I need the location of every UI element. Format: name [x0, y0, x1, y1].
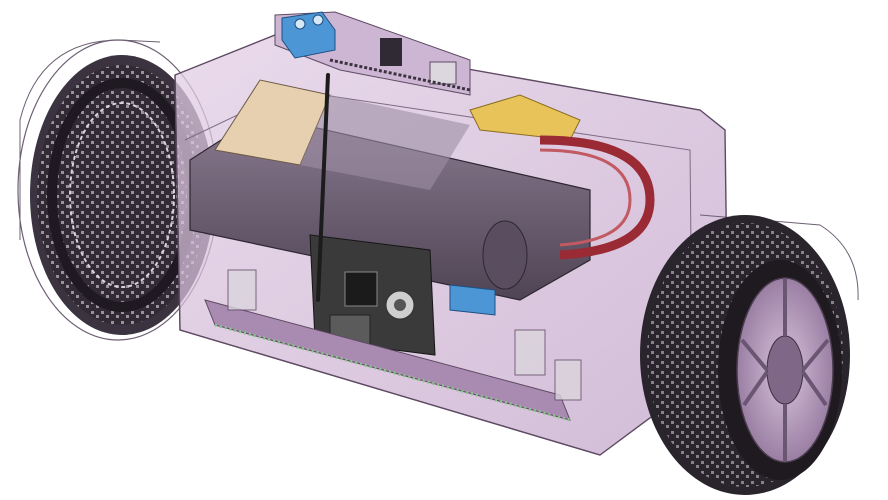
- base-plate: [204, 269, 582, 422]
- terminal-block-icon: [281, 11, 336, 59]
- battery-icon: [189, 79, 655, 301]
- top-plate: [274, 11, 471, 96]
- controller-board-icon: [309, 234, 496, 356]
- antenna-icon: [316, 73, 330, 302]
- wheel-right-icon: [640, 214, 859, 495]
